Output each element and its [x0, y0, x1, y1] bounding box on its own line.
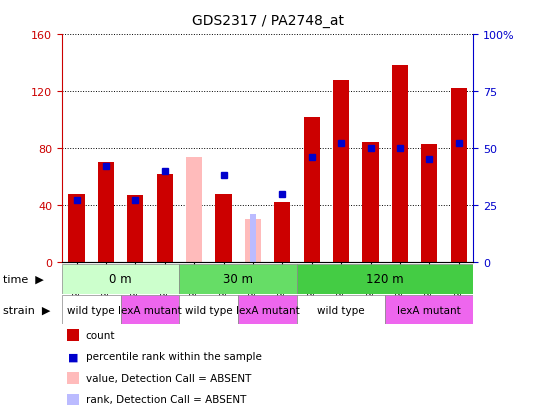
Bar: [274, 203, 291, 262]
Bar: [303, 117, 320, 262]
Text: 30 m: 30 m: [223, 273, 253, 286]
Bar: [392, 66, 408, 262]
Bar: [238, 295, 297, 325]
Bar: [297, 264, 473, 294]
Text: lexA mutant: lexA mutant: [398, 305, 461, 315]
Bar: [186, 157, 202, 262]
Bar: [98, 163, 114, 262]
Bar: [68, 194, 84, 262]
Bar: [180, 264, 297, 294]
Text: lexA mutant: lexA mutant: [118, 305, 182, 315]
Text: rank, Detection Call = ABSENT: rank, Detection Call = ABSENT: [86, 394, 246, 404]
Bar: [128, 195, 144, 262]
Bar: [333, 81, 349, 262]
Text: 120 m: 120 m: [366, 273, 404, 286]
Text: wild type: wild type: [317, 305, 365, 315]
Text: lexA mutant: lexA mutant: [236, 305, 300, 315]
Bar: [385, 295, 473, 325]
Bar: [180, 295, 238, 325]
Text: ■: ■: [68, 351, 79, 361]
Bar: [62, 264, 180, 294]
Bar: [421, 145, 437, 262]
Text: wild type: wild type: [67, 305, 115, 315]
Bar: [250, 215, 256, 262]
Text: value, Detection Call = ABSENT: value, Detection Call = ABSENT: [86, 373, 251, 383]
Bar: [121, 295, 180, 325]
Text: 0 m: 0 m: [109, 273, 132, 286]
Text: GDS2317 / PA2748_at: GDS2317 / PA2748_at: [192, 14, 344, 28]
Bar: [245, 220, 261, 262]
Bar: [297, 295, 385, 325]
Bar: [216, 194, 232, 262]
Text: wild type: wild type: [185, 305, 232, 315]
Bar: [62, 295, 121, 325]
Text: time  ▶: time ▶: [3, 274, 44, 284]
Bar: [157, 174, 173, 262]
Bar: [451, 89, 467, 262]
Text: percentile rank within the sample: percentile rank within the sample: [86, 351, 261, 361]
Bar: [363, 143, 379, 262]
Text: count: count: [86, 330, 115, 340]
Text: strain  ▶: strain ▶: [3, 305, 50, 315]
